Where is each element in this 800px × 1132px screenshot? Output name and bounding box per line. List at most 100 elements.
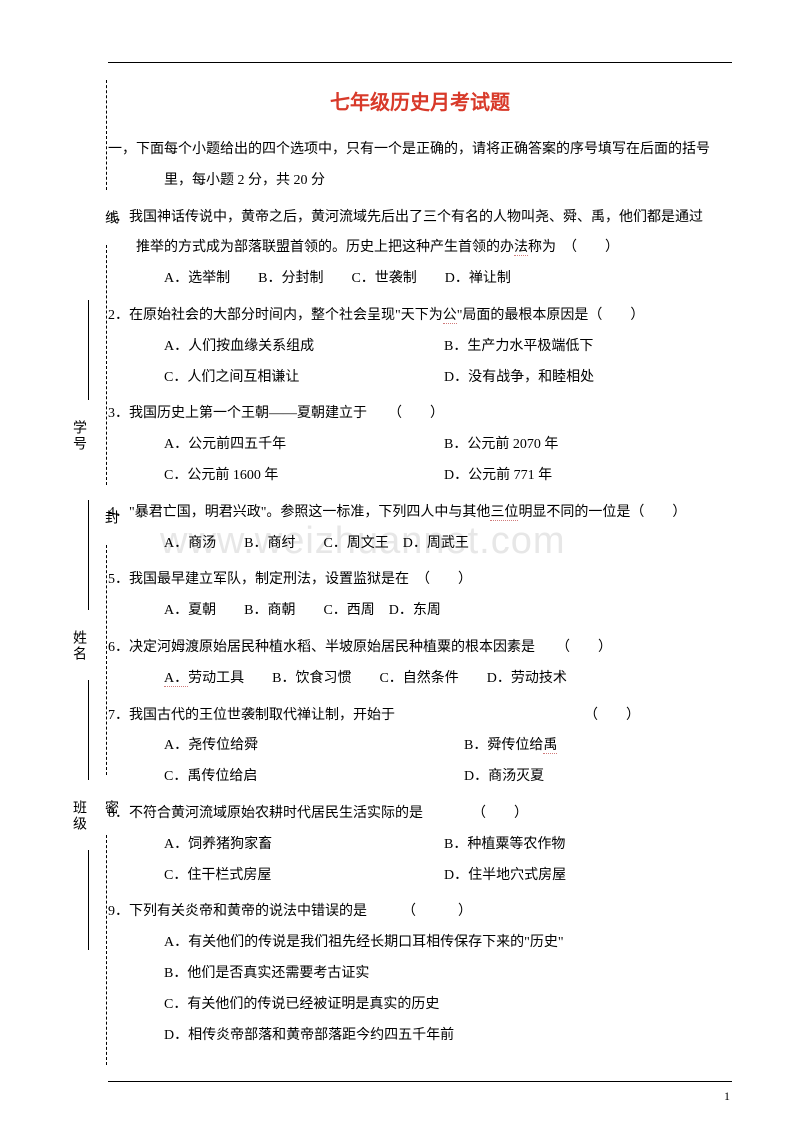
- section-intro: 一，下面每个小题给出的四个选项中，只有一个是正确的，请将正确答案的序号填写在后面…: [108, 135, 732, 197]
- q-options-row: C．人们之间互相谦让D．没有战争，和睦相处: [108, 363, 732, 394]
- q-stem: 1．我国神话传说中，黄帝之后，黄河流域先后出了三个有名的人物叫尧、舜、禹，他们都…: [108, 203, 732, 234]
- q-stem: 6．决定河姆渡原始居民种植水稻、半坡原始居民种植粟的根本因素是 （ ）: [108, 633, 732, 664]
- question-4: 4．"暴君亡国，明君兴政"。参照这一标准，下列四人中与其他三位明显不同的一位是（…: [108, 498, 732, 560]
- q-options: A．夏朝 B．商朝 C．西周 D．东周: [108, 596, 732, 627]
- q-highlight: 法: [514, 240, 528, 256]
- q-text: 决定河姆渡原始居民种植水稻、半坡原始居民种植粟的根本因素是 （ ）: [129, 640, 612, 655]
- q-num: 3．: [108, 406, 129, 421]
- q-text: 在原始社会的大部分时间内，整个社会呈现"天下为: [129, 308, 443, 323]
- q-options-row: A．公元前四五千年B．公元前 2070 年: [108, 430, 732, 461]
- q-opt: C．禹传位给启: [164, 762, 464, 793]
- question-3: 3．我国历史上第一个王朝——夏朝建立于 （ ） A．公元前四五千年B．公元前 2…: [108, 399, 732, 491]
- field-name: 姓名: [68, 630, 88, 662]
- q-options-row: C．公元前 1600 年D．公元前 771 年: [108, 461, 732, 492]
- q-highlight: 三位: [490, 505, 518, 521]
- q-options: A．劳动工具 B．饮食习惯 C．自然条件 D．劳动技术: [108, 664, 732, 695]
- dash-seg: [106, 835, 107, 1065]
- q-opt: D．公元前 771 年: [444, 468, 552, 483]
- q-options-row: C．住干栏式房屋D．住半地穴式房屋: [108, 861, 732, 892]
- q-opt: B．公元前 2070 年: [444, 437, 558, 452]
- q-opt: B．生产力水平极端低下: [444, 339, 593, 354]
- q-text: 我国最早建立军队，制定刑法，设置监狱是在 （ ）: [129, 572, 472, 587]
- q-options: A．商汤 B．商纣 C．周文王 D．周武王: [108, 529, 732, 560]
- q-text: "局面的最根本原因是（ ）: [457, 308, 645, 323]
- question-8: 8．不符合黄河流域原始农耕时代居民生活实际的是 （ ） A．饲养猪狗家畜B．种植…: [108, 799, 732, 891]
- q-text: 劳动工具 B．饮食习惯 C．自然条件 D．劳动技术: [188, 671, 567, 686]
- q-num: 6．: [108, 640, 129, 655]
- field-line: [88, 500, 89, 610]
- q-text: 不符合黄河流域原始农耕时代居民生活实际的是 （ ）: [129, 806, 528, 821]
- q-opt: D．住半地穴式房屋: [444, 868, 566, 883]
- q-num: 2．: [108, 308, 129, 323]
- dash-seg: [106, 80, 107, 190]
- q-highlight: 公: [443, 308, 457, 324]
- dash-seg: [106, 545, 107, 775]
- q-num: 5．: [108, 572, 129, 587]
- question-9: 9．下列有关炎帝和黄帝的说法中错误的是 （ ） A．有关他们的传说是我们祖先经长…: [108, 897, 732, 1051]
- q-opt: A．人们按血缘关系组成: [164, 332, 444, 363]
- q-opt: D．商汤灭夏: [464, 769, 544, 784]
- q-text: 明显不同的一位是（ ）: [518, 505, 686, 520]
- question-6: 6．决定河姆渡原始居民种植水稻、半坡原始居民种植粟的根本因素是 （ ） A．劳动…: [108, 633, 732, 695]
- q-stem: 2．在原始社会的大部分时间内，整个社会呈现"天下为公"局面的最根本原因是（ ）: [108, 301, 732, 332]
- q-opt: D．没有战争，和睦相处: [444, 370, 594, 385]
- q-stem: 3．我国历史上第一个王朝——夏朝建立于 （ ）: [108, 399, 732, 430]
- field-line: [88, 300, 89, 400]
- q-stem: 7．我国古代的王位世袭制取代禅让制，开始于 （ ）: [108, 701, 732, 732]
- q-opt: B．种植粟等农作物: [444, 837, 565, 852]
- q-opt: A．公元前四五千年: [164, 430, 444, 461]
- q-options-row: A．尧传位给舜B．舜传位给禹: [108, 731, 732, 762]
- q-num: 1．: [108, 210, 129, 225]
- q-stem: 9．下列有关炎帝和黄帝的说法中错误的是 （ ）: [108, 897, 732, 928]
- intro-line1: 一，下面每个小题给出的四个选项中，只有一个是正确的，请将正确答案的序号填写在后面…: [108, 135, 732, 166]
- q-options-row: A．饲养猪狗家畜B．种植粟等农作物: [108, 830, 732, 861]
- intro-line2: 里，每小题 2 分，共 20 分: [108, 166, 732, 197]
- page-number: 1: [724, 1089, 730, 1104]
- q-opt-line: A．有关他们的传说是我们祖先经长期口耳相传保存下来的"历史": [108, 928, 732, 959]
- bottom-rule: [108, 1081, 732, 1082]
- q-text: 我国神话传说中，黄帝之后，黄河流域先后出了三个有名的人物叫尧、舜、禹，他们都是通…: [129, 210, 703, 225]
- top-rule: [108, 62, 732, 63]
- question-7: 7．我国古代的王位世袭制取代禅让制，开始于 （ ） A．尧传位给舜B．舜传位给禹…: [108, 701, 732, 793]
- q-opt: B．舜传位给禹: [464, 738, 557, 754]
- page-title: 七年级历史月考试题: [108, 86, 732, 115]
- q-stem: 4．"暴君亡国，明君兴政"。参照这一标准，下列四人中与其他三位明显不同的一位是（…: [108, 498, 732, 529]
- q-stem: 8．不符合黄河流域原始农耕时代居民生活实际的是 （ ）: [108, 799, 732, 830]
- q-text: 推举的方式成为部落联盟首领的。历史上把这种产生首领的办: [136, 240, 514, 255]
- q-opt: C．人们之间互相谦让: [164, 363, 444, 394]
- q-opt: A．饲养猪狗家畜: [164, 830, 444, 861]
- q-highlight: A．: [164, 671, 188, 687]
- q-options-row: C．禹传位给启D．商汤灭夏: [108, 762, 732, 793]
- q-num: 7．: [108, 708, 129, 723]
- q-opt-line: B．他们是否真实还需要考古证实: [108, 959, 732, 990]
- q-num: 9．: [108, 904, 129, 919]
- q-opt: C．住干栏式房屋: [164, 861, 444, 892]
- question-5: 5．我国最早建立军队，制定刑法，设置监狱是在 （ ） A．夏朝 B．商朝 C．西…: [108, 565, 732, 627]
- question-2: 2．在原始社会的大部分时间内，整个社会呈现"天下为公"局面的最根本原因是（ ） …: [108, 301, 732, 393]
- content-area: 七年级历史月考试题 一，下面每个小题给出的四个选项中，只有一个是正确的，请将正确…: [108, 86, 732, 1057]
- q-text: 下列有关炎帝和黄帝的说法中错误的是 （ ）: [129, 904, 472, 919]
- field-student-id: 学号: [68, 420, 88, 452]
- q-text: "暴君亡国，明君兴政"。参照这一标准，下列四人中与其他: [129, 505, 490, 520]
- field-class: 班级: [68, 800, 88, 832]
- field-line: [88, 850, 89, 950]
- q-text: 称为 （ ）: [528, 240, 619, 255]
- q-num: 4．: [108, 505, 129, 520]
- title-text: 七年级历史月考试题: [330, 92, 510, 114]
- binding-column: 线 封 密 学号 姓名 班级: [62, 80, 112, 1080]
- q-options: A．选举制 B．分封制 C．世袭制 D．禅让制: [108, 264, 732, 295]
- q-options-row: A．人们按血缘关系组成B．生产力水平极端低下: [108, 332, 732, 363]
- q-opt: A．尧传位给舜: [164, 731, 464, 762]
- q-highlight: 禹: [543, 738, 557, 754]
- field-line: [88, 680, 89, 780]
- q-num: 8．: [108, 806, 129, 821]
- dash-seg: [106, 245, 107, 485]
- q-stem: 5．我国最早建立军队，制定刑法，设置监狱是在 （ ）: [108, 565, 732, 596]
- q-text: B．舜传位给: [464, 738, 543, 753]
- q-text: 我国古代的王位世袭制取代禅让制，开始于 （ ）: [129, 708, 640, 723]
- q-opt-line: C．有关他们的传说已经被证明是真实的历史: [108, 990, 732, 1021]
- q-stem-cont: 推举的方式成为部落联盟首领的。历史上把这种产生首领的办法称为 （ ）: [108, 233, 732, 264]
- q-opt: C．公元前 1600 年: [164, 461, 444, 492]
- question-1: 1．我国神话传说中，黄帝之后，黄河流域先后出了三个有名的人物叫尧、舜、禹，他们都…: [108, 203, 732, 295]
- q-text: 我国历史上第一个王朝——夏朝建立于 （ ）: [129, 406, 444, 421]
